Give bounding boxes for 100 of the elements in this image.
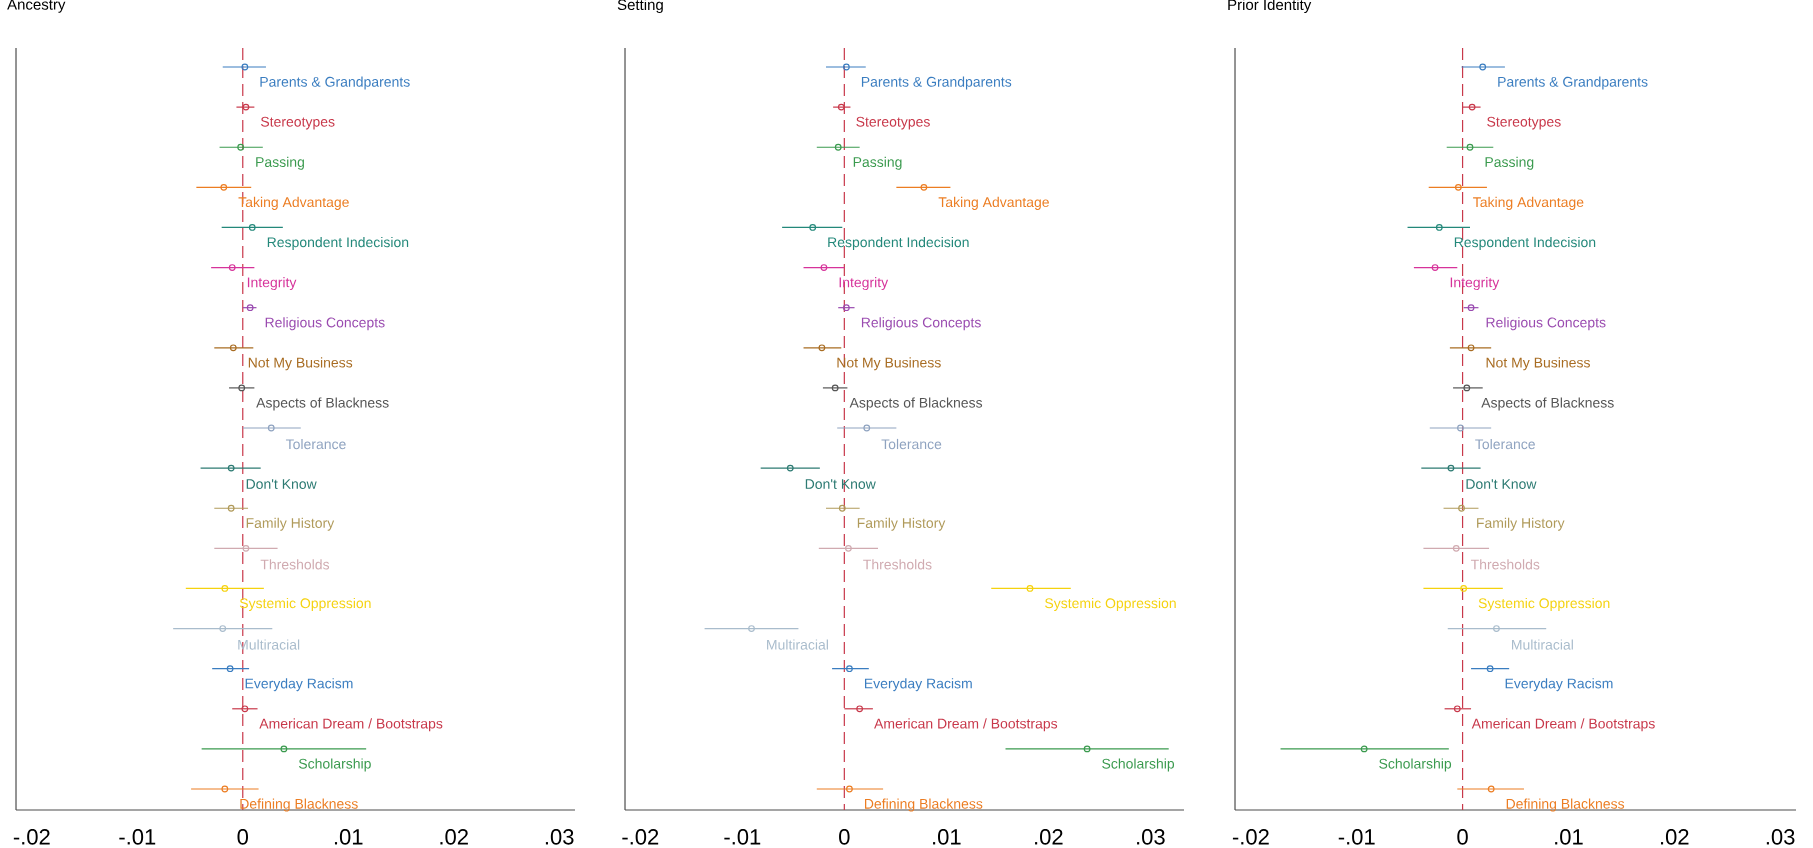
- point: [1468, 103, 1476, 111]
- point: [1083, 745, 1091, 753]
- category-label: Defining Blackness: [1506, 798, 1625, 812]
- category-label: Scholarship: [1102, 758, 1175, 772]
- point: [820, 264, 828, 271]
- point: [1487, 785, 1495, 793]
- category-label: Family History: [246, 517, 335, 531]
- point: [241, 705, 249, 713]
- point: [818, 344, 826, 352]
- point: [834, 143, 842, 151]
- point: [227, 504, 235, 512]
- point: [1466, 143, 1474, 151]
- point: [1026, 585, 1034, 592]
- category-label: Aspects of Blackness: [256, 397, 389, 411]
- point: [837, 103, 845, 111]
- point: [920, 183, 928, 191]
- category-label: Taking Advantage: [1473, 196, 1584, 210]
- x-tick-label: .01: [1555, 829, 1583, 845]
- point: [786, 464, 794, 472]
- point: [1452, 544, 1460, 552]
- point: [221, 585, 229, 592]
- category-label: Integrity: [1450, 277, 1500, 291]
- category-label: Family History: [1477, 517, 1565, 531]
- x-tick-label: -.02: [13, 829, 50, 845]
- x-tick-label: -.01: [119, 829, 156, 845]
- point: [1431, 264, 1439, 271]
- category-label: Everyday Racism: [1505, 678, 1613, 692]
- category-label: Stereotypes: [260, 116, 335, 130]
- x-tick-label: 0: [1457, 829, 1468, 845]
- point: [1493, 625, 1500, 632]
- point: [241, 63, 249, 71]
- category-label: Tolerance: [1475, 438, 1535, 450]
- category-label: Passing: [256, 156, 304, 170]
- category-label: Multiracial: [1512, 639, 1573, 650]
- category-label: Religious Concepts: [265, 317, 385, 331]
- category-label: Stereotypes: [1487, 116, 1561, 130]
- category-label: Aspects of Blackness: [1481, 397, 1614, 411]
- x-tick-label: .02: [1661, 829, 1689, 845]
- point: [280, 745, 288, 753]
- category-label: Don't Know: [246, 479, 317, 489]
- point: [1467, 304, 1475, 312]
- point: [1435, 224, 1443, 231]
- point: [1457, 424, 1464, 432]
- point: [228, 264, 236, 271]
- category-label: Systemic Oppression: [1045, 597, 1176, 611]
- x-tick-label: .01: [933, 829, 961, 845]
- x-tick-label: .02: [1035, 829, 1063, 845]
- point: [863, 424, 871, 432]
- category-label: Don't Know: [1466, 479, 1537, 489]
- point: [846, 665, 853, 673]
- chart-title: Setting: [617, 0, 663, 13]
- point: [242, 103, 250, 111]
- point: [1454, 183, 1462, 191]
- category-label: American Dream / Bootstraps: [1471, 718, 1655, 732]
- point: [1447, 464, 1455, 472]
- point: [267, 424, 275, 432]
- category-label: Religious Concepts: [1486, 317, 1606, 331]
- category-label: Parents & Grandparents: [1498, 76, 1648, 90]
- point: [1467, 344, 1475, 352]
- category-label: Defining Blackness: [240, 798, 358, 812]
- point: [1463, 384, 1471, 392]
- category-label: American Dream / Bootstraps: [874, 718, 1058, 732]
- category-label: Systemic Oppression: [1478, 597, 1610, 611]
- category-label: Stereotypes: [856, 116, 930, 130]
- point: [237, 143, 245, 151]
- point: [831, 384, 839, 392]
- category-label: Multiracial: [767, 639, 828, 650]
- point: [1486, 665, 1494, 673]
- category-label: Everyday Racism: [864, 678, 972, 692]
- x-tick-label: .01: [334, 829, 363, 845]
- point: [842, 304, 850, 312]
- category-label: Not My Business: [248, 357, 353, 371]
- category-label: Thresholds: [863, 559, 932, 570]
- category-label: Respondent Indecision: [828, 236, 969, 250]
- point: [809, 224, 817, 231]
- category-label: Not My Business: [1486, 357, 1590, 371]
- point: [220, 183, 228, 191]
- point: [846, 785, 853, 793]
- category-label: Integrity: [839, 277, 889, 291]
- chart-title: Ancestry: [7, 0, 66, 13]
- category-label: Parents & Grandparents: [260, 76, 410, 90]
- point: [1458, 504, 1465, 512]
- point: [1479, 63, 1487, 71]
- point: [246, 304, 254, 312]
- category-label: Taking Advantage: [938, 196, 1049, 210]
- category-label: Religious Concepts: [861, 317, 981, 331]
- point: [221, 785, 229, 793]
- point: [842, 63, 850, 71]
- point: [219, 625, 227, 632]
- category-label: Tolerance: [285, 438, 346, 450]
- category-label: Systemic Oppression: [239, 597, 371, 611]
- point: [845, 544, 852, 552]
- x-tick-label: -.02: [1232, 829, 1269, 845]
- point: [229, 344, 237, 352]
- x-tick-label: -.01: [1338, 829, 1375, 845]
- category-label: Respondent Indecision: [1454, 236, 1596, 250]
- category-label: Aspects of Blackness: [849, 397, 983, 411]
- x-tick-label: .03: [1137, 829, 1165, 845]
- point: [226, 665, 234, 673]
- point: [227, 464, 235, 472]
